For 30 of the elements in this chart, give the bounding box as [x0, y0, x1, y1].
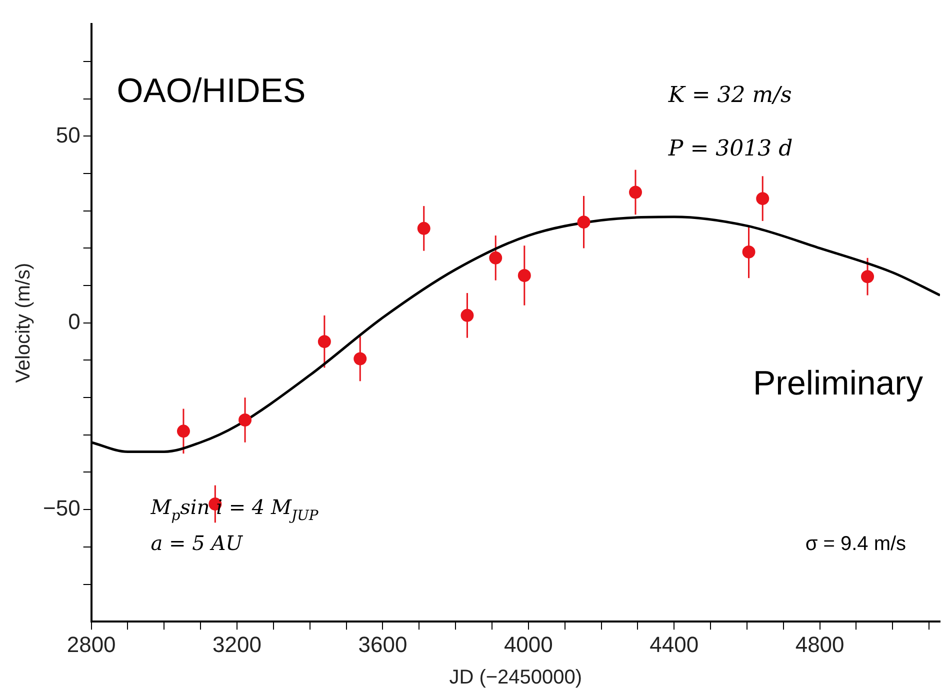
- point: [628, 186, 642, 199]
- x-tick-label: 3600: [358, 632, 408, 657]
- annotation: a = 5 AU: [150, 530, 244, 555]
- point: [518, 268, 531, 282]
- annotation: P = 3013 d: [667, 136, 793, 162]
- point: [577, 216, 590, 229]
- annotation: K = 32 m/s: [667, 82, 792, 108]
- x-tick-label: 2800: [66, 632, 116, 657]
- annotation: σ = 9.4 m/s: [805, 532, 906, 555]
- x-tick-label: 4800: [795, 632, 844, 657]
- x-axis-title: JD (−2450000): [449, 666, 582, 689]
- point: [318, 335, 331, 348]
- point: [861, 270, 874, 284]
- y-axis-title: Velocity (m/s): [12, 262, 35, 383]
- y-tick-label: 0: [68, 308, 80, 334]
- point: [417, 222, 430, 235]
- annotation: OAO/HIDES: [116, 72, 306, 110]
- point: [742, 245, 756, 258]
- point: [756, 192, 770, 206]
- y-tick-label: −50: [42, 496, 80, 521]
- point: [489, 251, 502, 264]
- point: [238, 413, 252, 426]
- x-tick-label: 4000: [504, 632, 553, 657]
- point: [460, 308, 474, 322]
- x-tick-label: 4400: [650, 632, 699, 657]
- annotation: Preliminary: [752, 364, 924, 403]
- x-tick-label: 3200: [212, 632, 262, 657]
- y-tick-label: 50: [56, 122, 80, 148]
- point: [354, 352, 367, 366]
- point: [176, 424, 190, 438]
